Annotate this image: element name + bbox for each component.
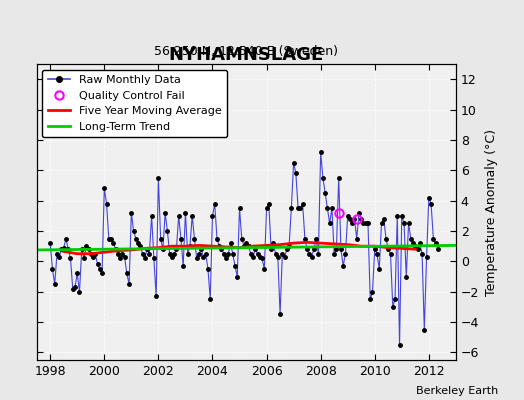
Title: NYHAMNSLAGE: NYHAMNSLAGE [169,46,324,64]
Text: 56.250 N, 12.540 E (Sweden): 56.250 N, 12.540 E (Sweden) [154,45,339,58]
Text: Berkeley Earth: Berkeley Earth [416,386,498,396]
Y-axis label: Temperature Anomaly (°C): Temperature Anomaly (°C) [485,128,498,296]
Legend: Raw Monthly Data, Quality Control Fail, Five Year Moving Average, Long-Term Tren: Raw Monthly Data, Quality Control Fail, … [42,70,227,137]
